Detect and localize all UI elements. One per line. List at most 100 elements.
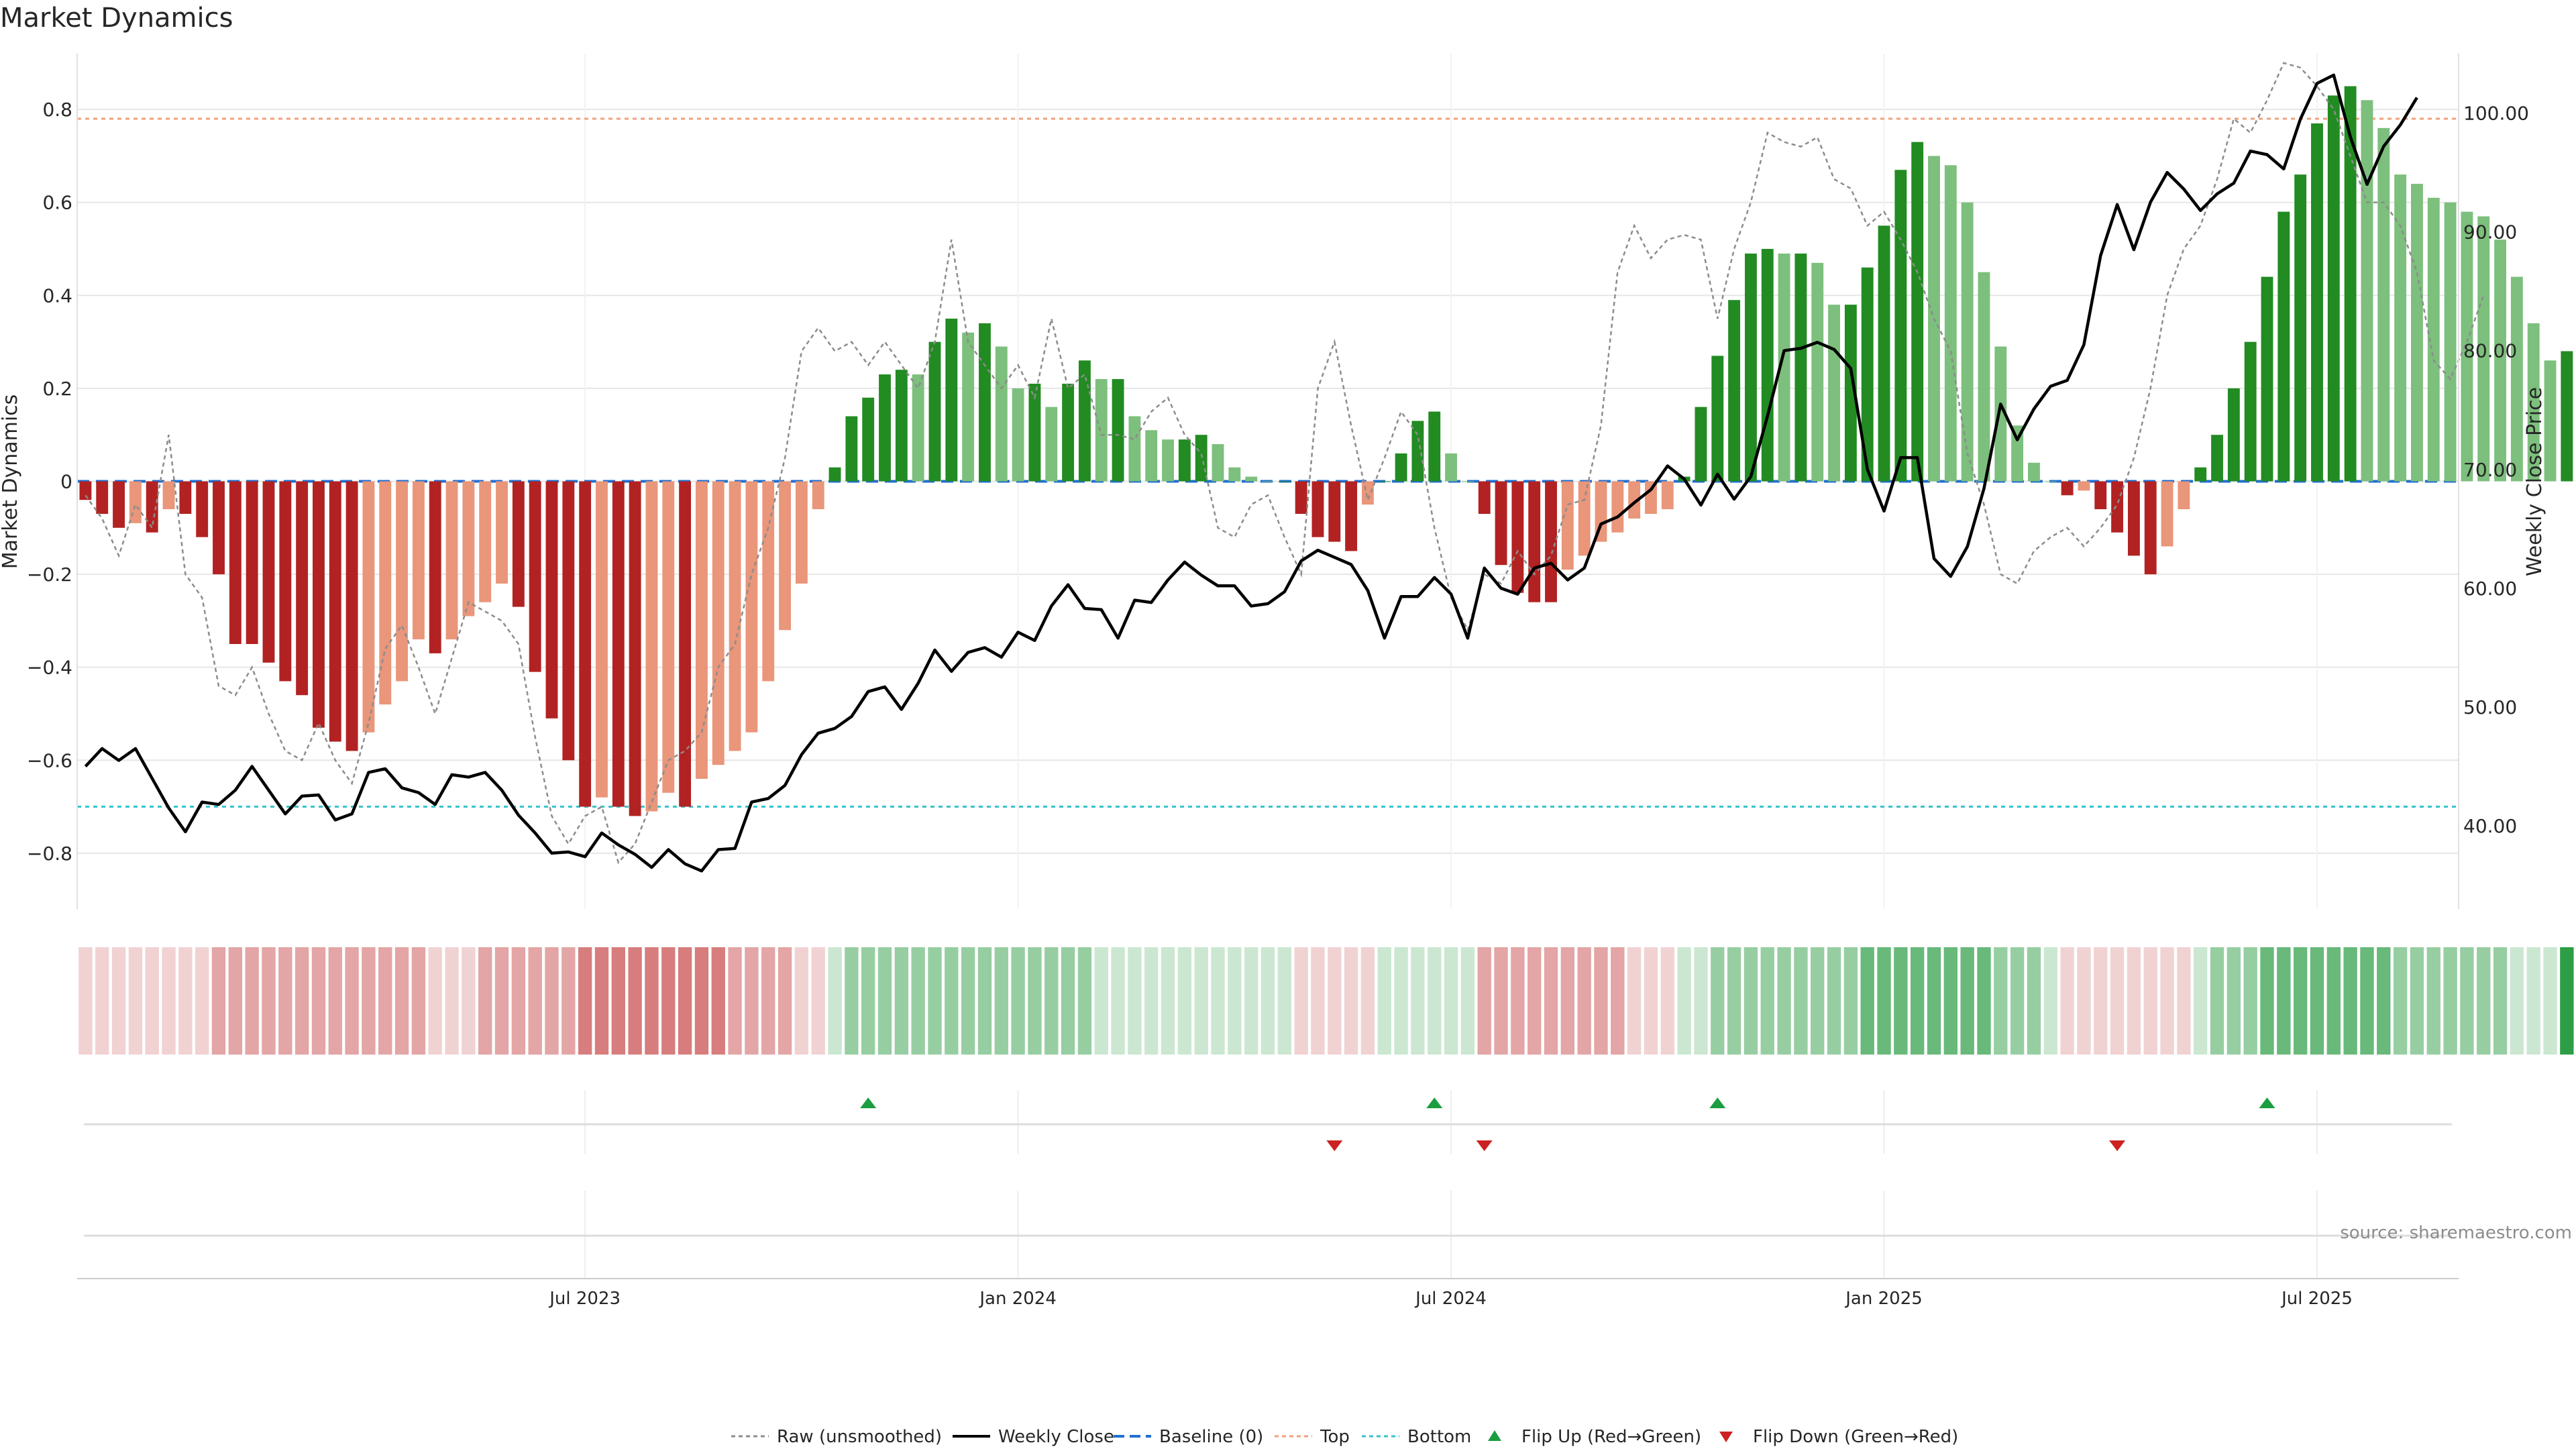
heat-cell bbox=[1111, 947, 1125, 1055]
momentum-bars bbox=[79, 86, 2573, 816]
heat-cell bbox=[2560, 947, 2574, 1055]
momentum-bar bbox=[2294, 174, 2307, 482]
momentum-bar bbox=[1295, 481, 1307, 515]
heat-cell bbox=[2460, 947, 2474, 1055]
heat-cell bbox=[362, 947, 376, 1055]
y-tick-label-left: 0 bbox=[60, 471, 72, 493]
heat-cell bbox=[1011, 947, 1025, 1055]
momentum-bar bbox=[1062, 383, 1075, 482]
momentum-bar bbox=[1878, 225, 1890, 482]
heat-cell bbox=[2243, 947, 2257, 1055]
heat-cell bbox=[877, 947, 892, 1055]
momentum-bar bbox=[1861, 267, 1874, 482]
momentum-bar bbox=[812, 481, 824, 510]
momentum-bar bbox=[895, 370, 908, 482]
heat-cell bbox=[728, 947, 742, 1055]
heat-cell bbox=[494, 947, 509, 1055]
heat-cell bbox=[2293, 947, 2308, 1055]
momentum-bar bbox=[2277, 211, 2290, 482]
heat-cell bbox=[745, 947, 759, 1055]
y-tick-label-left: −0.8 bbox=[27, 843, 72, 865]
momentum-bar bbox=[262, 481, 275, 663]
heat-cell bbox=[2060, 947, 2074, 1055]
momentum-bar bbox=[928, 341, 941, 482]
legend-item-close: Weekly Close bbox=[953, 1427, 1114, 1447]
momentum-bar bbox=[1478, 481, 1491, 515]
momentum-bar bbox=[1811, 262, 1824, 482]
momentum-bar bbox=[2561, 351, 2573, 482]
momentum-bar bbox=[1911, 142, 1924, 482]
momentum-bar bbox=[879, 374, 891, 482]
legend-label: Weekly Close bbox=[998, 1427, 1114, 1447]
momentum-bar bbox=[995, 346, 1008, 482]
momentum-bar bbox=[596, 481, 608, 798]
x-tick-label: Jul 2024 bbox=[1414, 1289, 1487, 1309]
legend-item-flip_down: Flip Down (Green→Red) bbox=[1719, 1427, 1958, 1447]
momentum-bar bbox=[1711, 356, 1724, 482]
heat-cell bbox=[894, 947, 909, 1055]
heat-cell bbox=[845, 947, 859, 1055]
heat-cell bbox=[694, 947, 709, 1055]
heat-cell bbox=[2194, 947, 2208, 1055]
heat-cell bbox=[511, 947, 526, 1055]
momentum-bar bbox=[2444, 202, 2457, 482]
weekly-close-line bbox=[84, 73, 2418, 873]
momentum-bar bbox=[1495, 481, 1507, 566]
momentum-bar bbox=[712, 481, 724, 765]
momentum-bar bbox=[2111, 481, 2124, 533]
heat-cell bbox=[1377, 947, 1391, 1055]
momentum-bar bbox=[2394, 174, 2407, 482]
momentum-bar bbox=[1411, 421, 1424, 482]
heat-cell bbox=[2410, 947, 2424, 1055]
momentum-bar bbox=[196, 481, 209, 537]
heat-cell bbox=[1194, 947, 1208, 1055]
heat-cell bbox=[961, 947, 975, 1055]
heat-cell bbox=[1294, 947, 1308, 1055]
flip-up-marker bbox=[2259, 1097, 2275, 1108]
momentum-bar bbox=[1528, 481, 1541, 602]
heat-cell bbox=[928, 947, 942, 1055]
momentum-bar bbox=[1778, 253, 1790, 482]
momentum-bar bbox=[1511, 481, 1524, 593]
legend-item-bottom: Bottom bbox=[1362, 1427, 1471, 1447]
momentum-bar bbox=[512, 481, 525, 607]
momentum-bar bbox=[1961, 202, 1974, 482]
legend-item-flip_up: Flip Up (Red→Green) bbox=[1488, 1427, 1701, 1447]
momentum-bar bbox=[2494, 239, 2506, 482]
heat-cell bbox=[345, 947, 359, 1055]
momentum-bar bbox=[1045, 407, 1058, 482]
momentum-bar bbox=[1744, 253, 1757, 482]
momentum-bar bbox=[496, 481, 508, 584]
chart-title: Market Dynamics bbox=[0, 3, 233, 34]
momentum-bar bbox=[2461, 211, 2473, 482]
heat-cell bbox=[2393, 947, 2408, 1055]
momentum-bar bbox=[2227, 388, 2240, 482]
heat-cell bbox=[1394, 947, 1408, 1055]
heat-cell bbox=[977, 947, 992, 1055]
legend: Raw (unsmoothed) Weekly Close Baseline (0)… bbox=[731, 1427, 1958, 1447]
heat-cell bbox=[2277, 947, 2291, 1055]
momentum-bar bbox=[2061, 481, 2074, 496]
flip-down-marker bbox=[1476, 1140, 1493, 1151]
heat-cell bbox=[2094, 947, 2108, 1055]
heat-cell bbox=[1094, 947, 1108, 1055]
heat-cell bbox=[278, 947, 292, 1055]
momentum-bar bbox=[2411, 184, 2423, 482]
y-tick-label-right: 50.00 bbox=[2463, 696, 2517, 718]
flip-down-marker bbox=[2109, 1140, 2126, 1151]
momentum-bar bbox=[529, 481, 541, 672]
heat-cell bbox=[1411, 947, 1425, 1055]
momentum-bar bbox=[1395, 453, 1407, 482]
heat-cell bbox=[1960, 947, 1974, 1055]
heat-cell bbox=[628, 947, 642, 1055]
heat-cell bbox=[211, 947, 226, 1055]
heat-cell bbox=[611, 947, 625, 1055]
source-label: source: sharemaestro.com bbox=[2340, 1223, 2572, 1243]
heat-cell bbox=[2260, 947, 2274, 1055]
heat-cell bbox=[478, 947, 492, 1055]
y-tick-label-left: −0.6 bbox=[27, 749, 72, 771]
momentum-bar bbox=[1994, 346, 2007, 482]
heat-cell bbox=[2493, 947, 2508, 1055]
momentum-bar bbox=[1028, 383, 1041, 482]
